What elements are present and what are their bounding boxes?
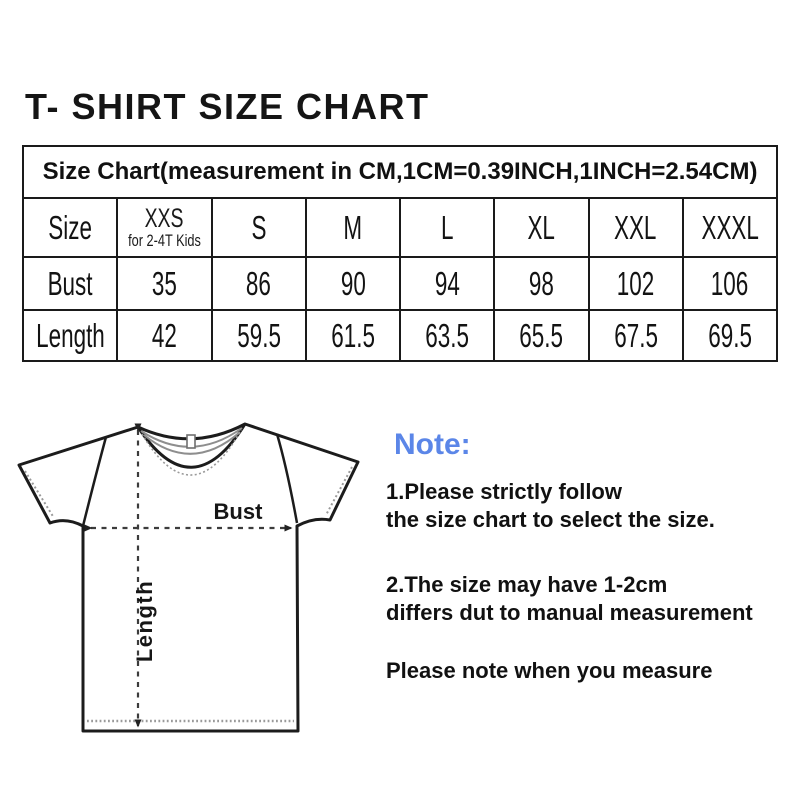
- collar-stitch-arc: [141, 429, 242, 476]
- bust-cell-l: 94: [401, 258, 496, 309]
- table-row-sizes: Size XXS for 2-4T Kids S M L XL XXL XXXL: [24, 199, 776, 256]
- bust-cell-xxs: 35: [118, 258, 213, 309]
- size-cell-m: M: [307, 199, 401, 256]
- left-cuff-stitch: [24, 470, 55, 519]
- note-item-1-line-2: the size chart to select the size.: [386, 507, 715, 532]
- length-label: Length: [132, 580, 157, 662]
- note-item-2-line-1: 2.The size may have 1-2cm: [386, 572, 668, 597]
- size-cell-xxs-text: XXS for 2-4T Kids: [118, 203, 210, 250]
- note-item-2-line-2: differs dut to manual measurement: [386, 600, 753, 625]
- row-label-length-text: Length: [35, 316, 105, 354]
- left-sleeve-seam: [81, 436, 108, 527]
- table-header: Size Chart(measurement in CM,1CM=0.39INC…: [24, 147, 776, 199]
- tshirt-measurement-diagram: Bust Length: [17, 422, 360, 733]
- size-xxs-sub: for 2-4T Kids: [128, 231, 201, 250]
- size-cell-l: L: [401, 199, 496, 256]
- size-cell-xl: XL: [495, 199, 590, 256]
- table-row-bust: Bust 35 86 90 94 98 102 106: [24, 256, 776, 309]
- page-title: T- SHIRT SIZE CHART: [25, 86, 430, 127]
- bust-cell-m: 90: [307, 258, 401, 309]
- note-item-3: Please note when you measure: [386, 658, 713, 683]
- table-row-length: Length 42 59.5 61.5 63.5 65.5 67.5 69.5: [24, 309, 776, 360]
- row-label-size-text: Size: [48, 208, 92, 246]
- size-cell-xxs: XXS for 2-4T Kids: [118, 199, 213, 256]
- row-label-bust: Bust: [24, 258, 119, 309]
- bust-cell-s: 86: [213, 258, 307, 309]
- size-chart-table: Size Chart(measurement in CM,1CM=0.39INC…: [22, 145, 778, 362]
- collar-outer-arc: [136, 423, 247, 469]
- size-xxs-main: XXS: [144, 203, 184, 233]
- note-item-2: 2.The size may have 1-2cm differs dut to…: [386, 571, 753, 627]
- bust-cell-xl: 98: [495, 258, 590, 309]
- row-label-bust-text: Bust: [47, 264, 93, 302]
- size-cell-xxxl: XXXL: [701, 208, 759, 246]
- length-cell-xxs: 42: [118, 311, 213, 360]
- size-cell-xxl: XXL: [590, 199, 684, 256]
- bust-label: Bust: [214, 499, 264, 524]
- length-cell-l: 63.5: [401, 311, 496, 360]
- bust-cell-xxxl: 106: [711, 264, 749, 302]
- bust-cell-xxl: 102: [590, 258, 684, 309]
- length-cell-xxxl: 69.5: [708, 316, 752, 354]
- collar-tag: [186, 434, 196, 449]
- length-cell-s: 59.5: [213, 311, 307, 360]
- row-label-size: Size: [24, 199, 119, 256]
- length-cell-m: 61.5: [307, 311, 401, 360]
- note-heading: Note:: [394, 428, 471, 461]
- collar-rib-arc-2: [143, 431, 241, 455]
- right-sleeve-seam: [275, 433, 299, 524]
- size-cell-s: S: [213, 199, 307, 256]
- note-item-1-line-1: 1.Please strictly follow: [386, 479, 622, 504]
- note-item-1: 1.Please strictly follow the size chart …: [386, 478, 715, 534]
- row-label-length: Length: [24, 311, 119, 360]
- length-cell-xl: 65.5: [495, 311, 590, 360]
- length-cell-xxl: 67.5: [590, 311, 684, 360]
- tshirt-outline: [17, 422, 360, 733]
